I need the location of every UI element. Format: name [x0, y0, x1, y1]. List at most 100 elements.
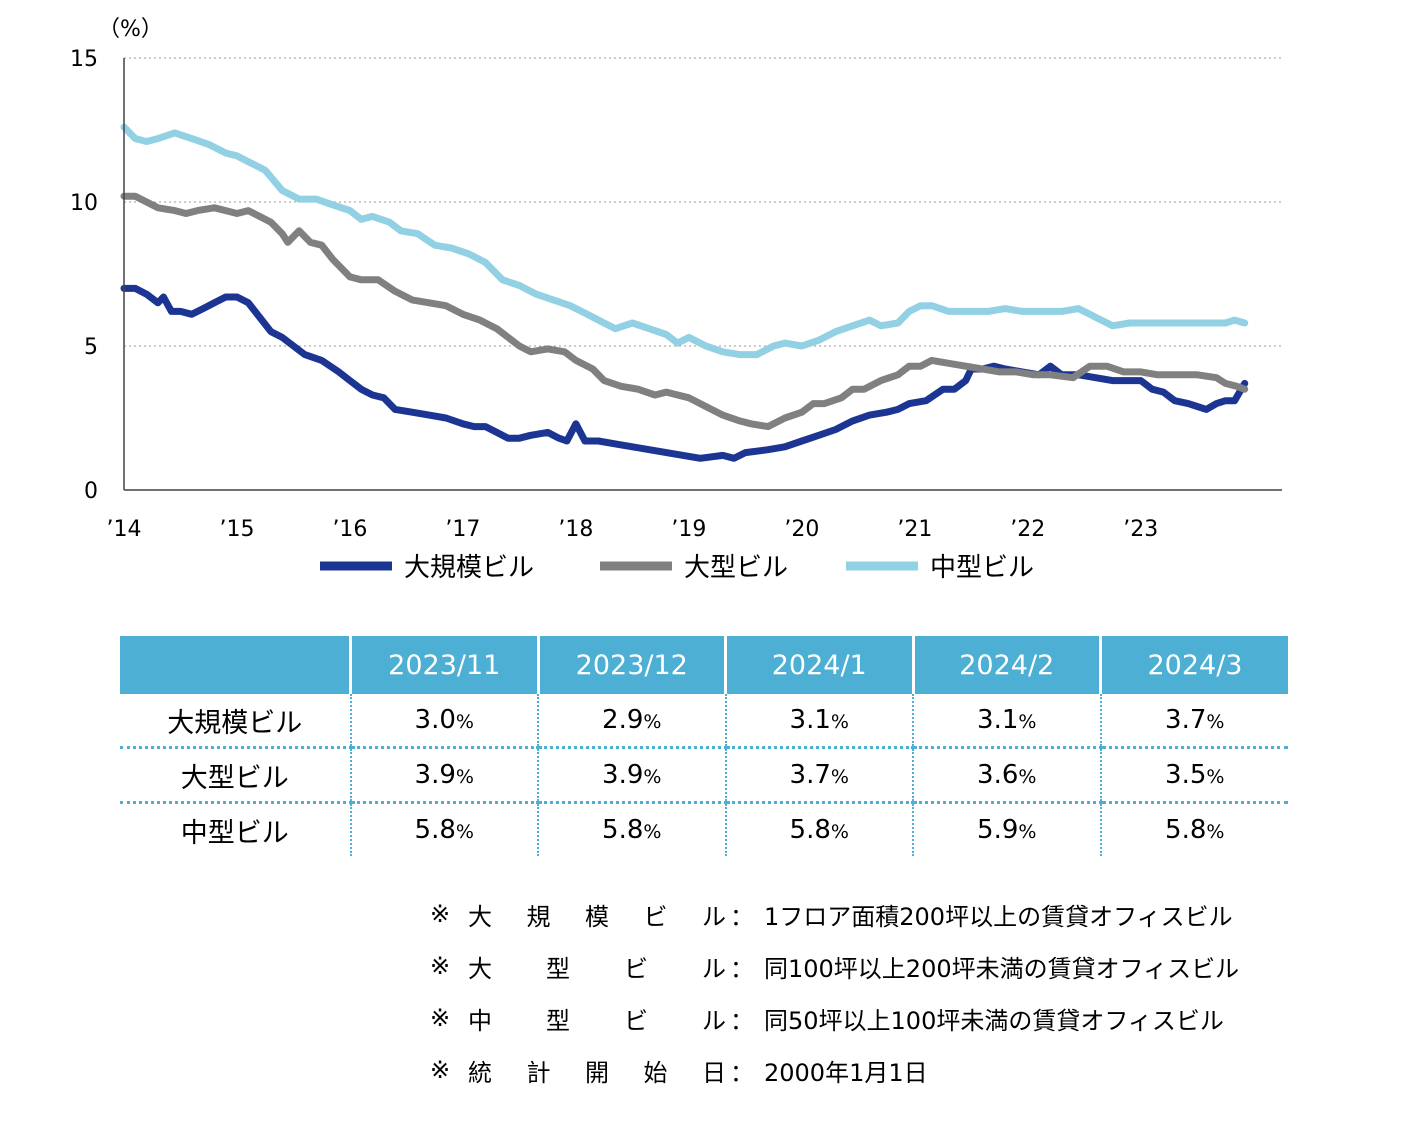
rate-value: 3.9 [602, 760, 644, 790]
footnote-label-char: 開 [585, 1058, 609, 1087]
rate-value: 2.9 [602, 705, 644, 735]
legend: 大規模ビル 大型ビル 中型ビル [320, 553, 1034, 583]
percent-sign: % [1018, 766, 1037, 788]
row-label: 中型ビル [120, 801, 351, 856]
table-row: 大規模ビル 3.0% 2.9% 3.1% 3.1% 3.7% [120, 694, 1288, 748]
table-row: 中型ビル 5.8% 5.8% 5.8% 5.9% 5.8% [120, 801, 1288, 856]
rate-cell: 5.8% [349, 801, 538, 856]
rate-value: 3.6 [977, 760, 1019, 790]
y-tick-label: 10 [70, 191, 98, 216]
footnote-label-char: 大 [468, 902, 492, 931]
percent-sign: % [1018, 711, 1037, 733]
series-lines [120, 123, 1249, 462]
footnote-label-char: 規 [526, 902, 551, 931]
x-tick-label: ’21 [897, 517, 932, 542]
y-tick-label: 5 [84, 335, 98, 360]
footnote-row: ※ 中 型 ビ ル： 同50坪以上100坪未満の賃貸オフィスビル [430, 992, 1239, 1044]
grid-lines [124, 57, 1282, 347]
rate-cell: 5.8% [1099, 801, 1288, 856]
y-tick-label: 15 [70, 47, 98, 72]
percent-sign: % [643, 766, 662, 788]
footnote-colon: ： [730, 954, 754, 983]
rate-cell: 5.9% [912, 801, 1101, 856]
footnote-label-char: 型 [546, 954, 570, 983]
footnote-label-char: 日 [702, 1058, 726, 1087]
footnote-label-char: ビ [643, 902, 668, 931]
rate-value: 3.5 [1165, 760, 1207, 790]
footnote-colon: ： [730, 1058, 754, 1087]
x-tick-label: ’16 [332, 517, 367, 542]
footnote-label-char: ビ [624, 1006, 648, 1035]
percent-sign: % [455, 821, 474, 843]
footnote-label-char: ル [702, 954, 726, 983]
vacancy-rate-chart: 051015（%）’14’15’16’17’18’19’20’21’22’23 … [70, 17, 1282, 583]
rate-value: 3.7 [1165, 705, 1207, 735]
footnote-row: ※ 大 規 模 ビ ル： 1フロア面積200坪以上の賃貸オフィスビル [430, 888, 1239, 940]
rate-cell: 3.9% [349, 746, 538, 803]
rate-cell: 5.8% [724, 801, 913, 856]
table-header-month: 2024/3 [1099, 636, 1288, 694]
rate-value: 5.8 [414, 815, 456, 845]
y-tick-label: 0 [84, 479, 98, 504]
rate-value: 3.0 [414, 705, 456, 735]
footnote-mark: ※ [430, 1004, 451, 1032]
series-line [120, 192, 1249, 431]
footnote-colon: ： [730, 902, 754, 931]
legend-label: 大規模ビル [404, 553, 534, 583]
footnote-label: 大型ビル [468, 949, 730, 984]
legend-label: 大型ビル [684, 553, 788, 583]
footnote-text: 1フロア面積200坪以上の賃貸オフィスビル [764, 902, 1233, 931]
x-tick-label: ’15 [219, 517, 254, 542]
x-tick-label: ’23 [1123, 517, 1158, 542]
x-tick-label: ’20 [784, 517, 819, 542]
footnote-mark: ※ [430, 900, 451, 928]
table-row: 大型ビル 3.9% 3.9% 3.7% 3.6% 3.5% [120, 746, 1288, 803]
footnote-label-char: 中 [468, 1006, 492, 1035]
axes: 0 5 10 15（%） ’14 ’15 ’16 ’17 ’18 ’19 ’20 ’21 ’22 ’23 [70, 17, 1282, 542]
footnote-label-char: 模 [585, 902, 609, 931]
rate-value: 3.9 [414, 760, 456, 790]
rate-cell: 3.7% [724, 746, 913, 803]
footnote-colon: ： [730, 1006, 754, 1035]
footnote-label-char: ビ [624, 954, 648, 983]
rate-value: 3.1 [977, 705, 1019, 735]
footnote-label-char: ル [702, 1006, 726, 1035]
rate-cell: 3.7% [1099, 694, 1288, 748]
footnote-label-char: 計 [526, 1058, 551, 1087]
footnote-label: 中型ビル [468, 1001, 730, 1036]
y-unit-label: （%） [98, 17, 163, 42]
table-header-month: 2023/12 [536, 636, 726, 694]
rate-cell: 3.1% [724, 694, 913, 748]
row-label: 大規模ビル [167, 707, 303, 739]
percent-sign: % [830, 766, 849, 788]
footnote-row: ※ 統 計 開 始 日： 2000年1月1日 [430, 1044, 1239, 1096]
x-tick-label: ’18 [558, 517, 593, 542]
row-label: 大型ビル [120, 746, 351, 803]
footnote-mark: ※ [430, 952, 451, 980]
rate-cell: 3.5% [1099, 746, 1288, 803]
rate-value: 5.9 [977, 815, 1019, 845]
table-header-month: 2023/11 [349, 636, 538, 694]
vacancy-rate-table: 2023/11 2023/12 2024/1 2024/2 2024/3 大規模… [120, 636, 1288, 856]
percent-sign: % [1206, 711, 1225, 733]
x-tick-label: ’19 [671, 517, 706, 542]
footnote-text: 同100坪以上200坪未満の賃貸オフィスビル [764, 954, 1240, 983]
table-header-month: 2024/1 [724, 636, 913, 694]
footnote-label: 統計開始日 [468, 1053, 730, 1088]
percent-sign: % [643, 711, 662, 733]
percent-sign: % [455, 766, 474, 788]
rate-value: 3.7 [789, 760, 831, 790]
footnote-text: 同50坪以上100坪未満の賃貸オフィスビル [764, 1006, 1224, 1035]
footnote-row: ※ 大 型 ビ ル： 同100坪以上200坪未満の賃貸オフィスビル [430, 940, 1239, 992]
x-tick-label: ’14 [107, 517, 142, 542]
percent-sign: % [1018, 821, 1037, 843]
legend-label: 中型ビル [930, 553, 1034, 583]
percent-sign: % [830, 821, 849, 843]
x-tick-label: ’17 [445, 517, 480, 542]
footnote-label: 大規模ビル [468, 897, 730, 932]
percent-sign: % [830, 711, 849, 733]
footnote-label-char: 統 [468, 1058, 492, 1087]
table-header-row: 2023/11 2023/12 2024/1 2024/2 2024/3 [120, 636, 1288, 694]
rate-cell: 3.9% [537, 746, 726, 803]
x-tick-label: ’22 [1010, 517, 1045, 542]
